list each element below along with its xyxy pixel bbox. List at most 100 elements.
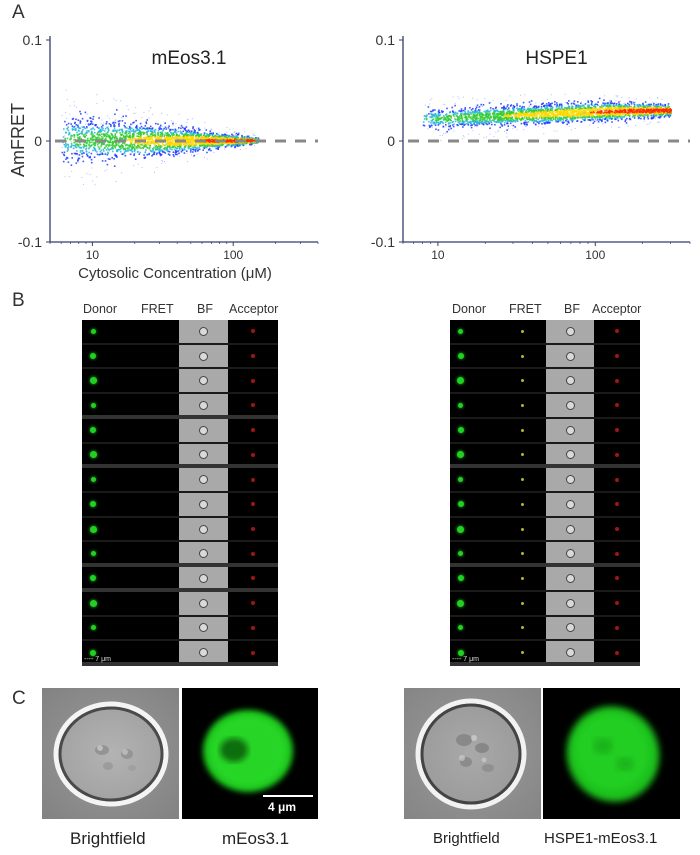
fret-cell bbox=[132, 394, 179, 415]
donor-cell bbox=[82, 394, 132, 415]
acceptor-cell bbox=[594, 345, 640, 368]
cell-image-row bbox=[450, 468, 640, 493]
bf-cell bbox=[546, 394, 594, 417]
bf-cell bbox=[179, 567, 228, 588]
bf-cell bbox=[179, 468, 228, 491]
acceptor-cell bbox=[228, 542, 278, 563]
x-axis-label: Cytosolic Concentration (μM) bbox=[78, 265, 272, 282]
fret-cell-dot bbox=[520, 626, 524, 630]
donor-cell-dot bbox=[457, 525, 465, 533]
acceptor-cell bbox=[594, 641, 640, 662]
bf-cell bbox=[179, 369, 228, 393]
fret-cell-dot bbox=[520, 354, 524, 358]
fret-cell bbox=[498, 444, 546, 465]
amfret-scatter-plot-hspe1: 0.1 0 -0.1 10 100 HSPE1 bbox=[371, 32, 691, 262]
donor-cell bbox=[82, 345, 132, 368]
bf-cell-dot bbox=[199, 475, 208, 485]
bf-cell bbox=[546, 320, 594, 343]
acceptor-cell bbox=[228, 345, 278, 368]
donor-cell-dot bbox=[90, 649, 96, 656]
acceptor-cell-dot bbox=[615, 601, 619, 606]
fret-cell-dot bbox=[520, 651, 524, 655]
bf-cell bbox=[546, 517, 594, 541]
donor-cell bbox=[450, 444, 498, 465]
acceptor-cell bbox=[228, 567, 278, 588]
fret-cell bbox=[498, 394, 546, 417]
bf-cell-dot bbox=[565, 648, 575, 658]
fluorescence-micrograph-meos: 4 μm bbox=[182, 688, 318, 819]
donor-cell-dot bbox=[457, 353, 464, 360]
amfret-scatter-plot-meos: 0.1 0 -0.1 10 100 mEos3.1 AmFRET Cytosolic C… bbox=[8, 32, 319, 282]
donor-cell-dot bbox=[90, 402, 96, 408]
donor-cell-dot bbox=[90, 575, 96, 582]
acceptor-cell-dot bbox=[251, 576, 255, 581]
acceptor-cell-dot bbox=[615, 428, 619, 433]
acceptor-cell bbox=[594, 468, 640, 491]
acceptor-cell-dot bbox=[251, 329, 255, 334]
acceptor-cell bbox=[228, 468, 278, 491]
acceptor-cell-dot bbox=[615, 452, 619, 457]
donor-cell bbox=[82, 320, 132, 343]
fret-cell bbox=[498, 468, 546, 491]
panel-label-a: A bbox=[12, 2, 25, 23]
donor-cell-dot bbox=[457, 649, 464, 656]
donor-cell bbox=[450, 320, 498, 343]
column-header-bf: BF bbox=[564, 302, 580, 316]
donor-cell-dot bbox=[457, 427, 464, 434]
cell-image-row bbox=[82, 517, 278, 543]
acceptor-cell-dot bbox=[615, 625, 619, 630]
fret-cell bbox=[132, 518, 179, 541]
column-header-fret: FRET bbox=[509, 302, 542, 316]
bf-cell-dot bbox=[565, 450, 575, 460]
fret-cell bbox=[498, 518, 546, 541]
strip-headers-left: Donor FRET BF Acceptor bbox=[80, 302, 290, 318]
acceptor-cell bbox=[594, 617, 640, 640]
donor-cell-dot bbox=[89, 377, 97, 385]
acceptor-cell-dot bbox=[251, 625, 255, 630]
y-tick-label: -0.1 bbox=[18, 234, 42, 250]
donor-cell bbox=[82, 567, 132, 588]
cell-image-row bbox=[450, 591, 640, 617]
brightfield-micrograph-meos bbox=[42, 688, 179, 819]
acceptor-cell-dot bbox=[251, 527, 255, 532]
donor-cell bbox=[82, 369, 132, 392]
acceptor-cell bbox=[228, 419, 278, 442]
cell-image-row bbox=[82, 542, 278, 568]
bf-cell bbox=[546, 468, 594, 491]
donor-cell bbox=[82, 542, 132, 563]
panel-label-b: B bbox=[12, 290, 25, 311]
acceptor-cell-dot bbox=[615, 477, 619, 482]
cell-image-row bbox=[450, 394, 640, 419]
acceptor-cell-dot bbox=[251, 428, 255, 433]
fret-cell-dot bbox=[520, 527, 524, 531]
donor-cell-dot bbox=[458, 328, 464, 334]
cell-image-row bbox=[82, 418, 278, 444]
donor-cell bbox=[82, 518, 132, 541]
acceptor-cell-dot bbox=[251, 354, 255, 359]
fret-cell-dot bbox=[520, 403, 524, 407]
cell-image-row bbox=[450, 344, 640, 370]
donor-cell-dot bbox=[90, 477, 96, 483]
donor-cell bbox=[450, 641, 498, 662]
acceptor-cell-dot bbox=[251, 601, 255, 606]
donor-cell bbox=[82, 444, 132, 465]
cell-image-row bbox=[450, 493, 640, 518]
fret-cell-dot bbox=[520, 453, 524, 457]
fret-cell bbox=[498, 369, 546, 392]
cell-image-row bbox=[82, 591, 278, 617]
cell-image-row bbox=[450, 542, 640, 568]
donor-cell bbox=[450, 617, 498, 640]
bf-cell-dot bbox=[565, 475, 575, 485]
cell-image-row bbox=[82, 567, 278, 592]
fret-cell-dot bbox=[520, 552, 524, 556]
acceptor-cell-dot bbox=[251, 551, 255, 556]
bf-cell bbox=[179, 443, 228, 465]
donor-cell-dot bbox=[457, 575, 464, 582]
bf-cell-dot bbox=[199, 425, 208, 435]
acceptor-cell bbox=[594, 394, 640, 417]
acceptor-cell bbox=[228, 320, 278, 343]
fret-cell-dot bbox=[520, 329, 524, 333]
acceptor-cell-dot bbox=[615, 576, 619, 581]
column-header-fret: FRET bbox=[141, 302, 174, 316]
fret-cell-dot bbox=[520, 379, 524, 383]
